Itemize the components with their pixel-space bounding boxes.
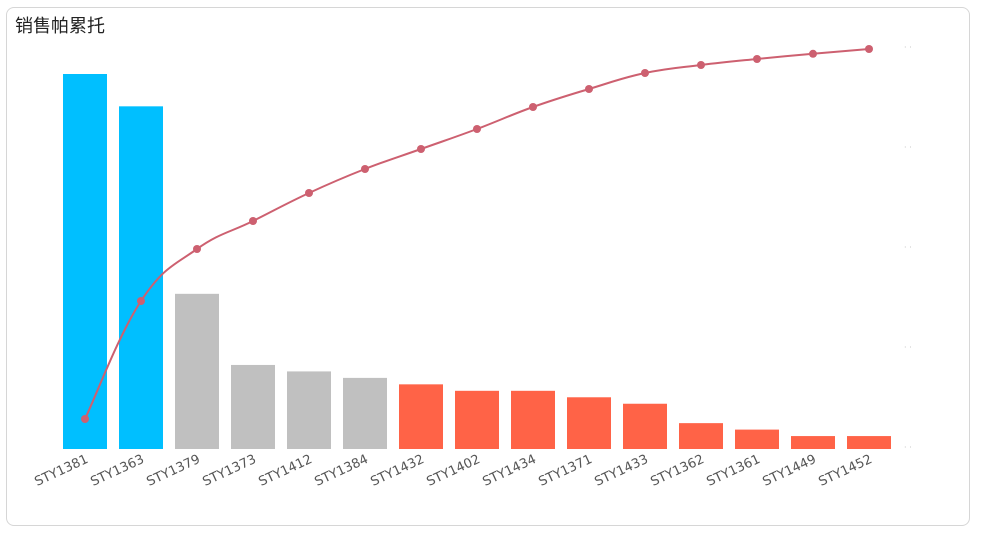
bar-sty1371[interactable] [567, 397, 611, 449]
x-tick-label: STY1402 [424, 452, 482, 490]
x-tick-label: STY1432 [368, 452, 426, 490]
cumulative-point-sty1402[interactable] [473, 125, 481, 133]
x-tick-label: STY1449 [760, 452, 818, 490]
bar-sty1434[interactable] [511, 390, 555, 449]
right-axis-tick: · · [904, 343, 912, 352]
x-tick-label: STY1452 [816, 452, 874, 490]
cumulative-point-sty1379[interactable] [193, 245, 201, 253]
cumulative-line-layer [81, 45, 873, 423]
cumulative-point-sty1434[interactable] [529, 103, 537, 111]
bar-sty1412[interactable] [287, 371, 331, 449]
x-tick-label: STY1381 [32, 452, 90, 490]
x-tick-label: STY1379 [144, 452, 202, 490]
bar-sty1362[interactable] [679, 423, 723, 449]
cumulative-point-sty1361[interactable] [753, 55, 761, 63]
right-axis-tick: · · [904, 443, 912, 452]
bar-sty1363[interactable] [119, 106, 163, 450]
x-tick-label: STY1384 [312, 452, 370, 490]
x-tick-label: STY1434 [480, 452, 538, 490]
bar-sty1381[interactable] [63, 74, 107, 449]
right-axis-tick: · · [904, 143, 912, 152]
x-tick-label: STY1361 [704, 452, 762, 490]
bar-sty1361[interactable] [735, 429, 779, 449]
chart-title: 销售帕累托 [15, 16, 105, 37]
cumulative-point-sty1381[interactable] [81, 415, 89, 423]
cumulative-point-sty1433[interactable] [641, 69, 649, 77]
bar-sty1433[interactable] [623, 403, 667, 449]
bar-sty1432[interactable] [399, 384, 443, 449]
cumulative-point-sty1449[interactable] [809, 49, 817, 58]
right-axis-tick: · · [904, 43, 912, 52]
x-tick-label: STY1363 [88, 452, 146, 490]
bar-sty1373[interactable] [231, 364, 275, 449]
x-tick-label: STY1373 [200, 452, 258, 490]
cumulative-point-sty1371[interactable] [585, 85, 593, 93]
right-axis-ticks: · · · · · · · · · · [904, 43, 912, 452]
bar-sty1452[interactable] [847, 436, 891, 449]
cumulative-point-sty1363[interactable] [137, 297, 145, 305]
x-tick-label: STY1362 [648, 452, 706, 490]
bar-sty1384[interactable] [343, 377, 387, 449]
bar-sty1449[interactable] [791, 436, 835, 449]
cumulative-point-sty1452[interactable] [865, 45, 873, 53]
cumulative-point-sty1384[interactable] [361, 165, 369, 173]
cumulative-point-sty1412[interactable] [305, 189, 313, 197]
x-axis-labels: STY1381STY1363STY1379STY1373STY1412STY13… [32, 452, 874, 490]
right-axis-tick: · · [904, 243, 912, 252]
cumulative-point-sty1432[interactable] [417, 145, 425, 153]
bar-sty1379[interactable] [175, 293, 219, 449]
cumulative-point-sty1362[interactable] [697, 61, 705, 69]
bar-sty1402[interactable] [455, 390, 499, 449]
x-tick-label: STY1433 [592, 452, 650, 490]
cumulative-point-sty1373[interactable] [249, 217, 257, 225]
bars-layer [63, 74, 891, 450]
x-tick-label: STY1371 [536, 452, 594, 490]
x-tick-label: STY1412 [256, 452, 314, 490]
